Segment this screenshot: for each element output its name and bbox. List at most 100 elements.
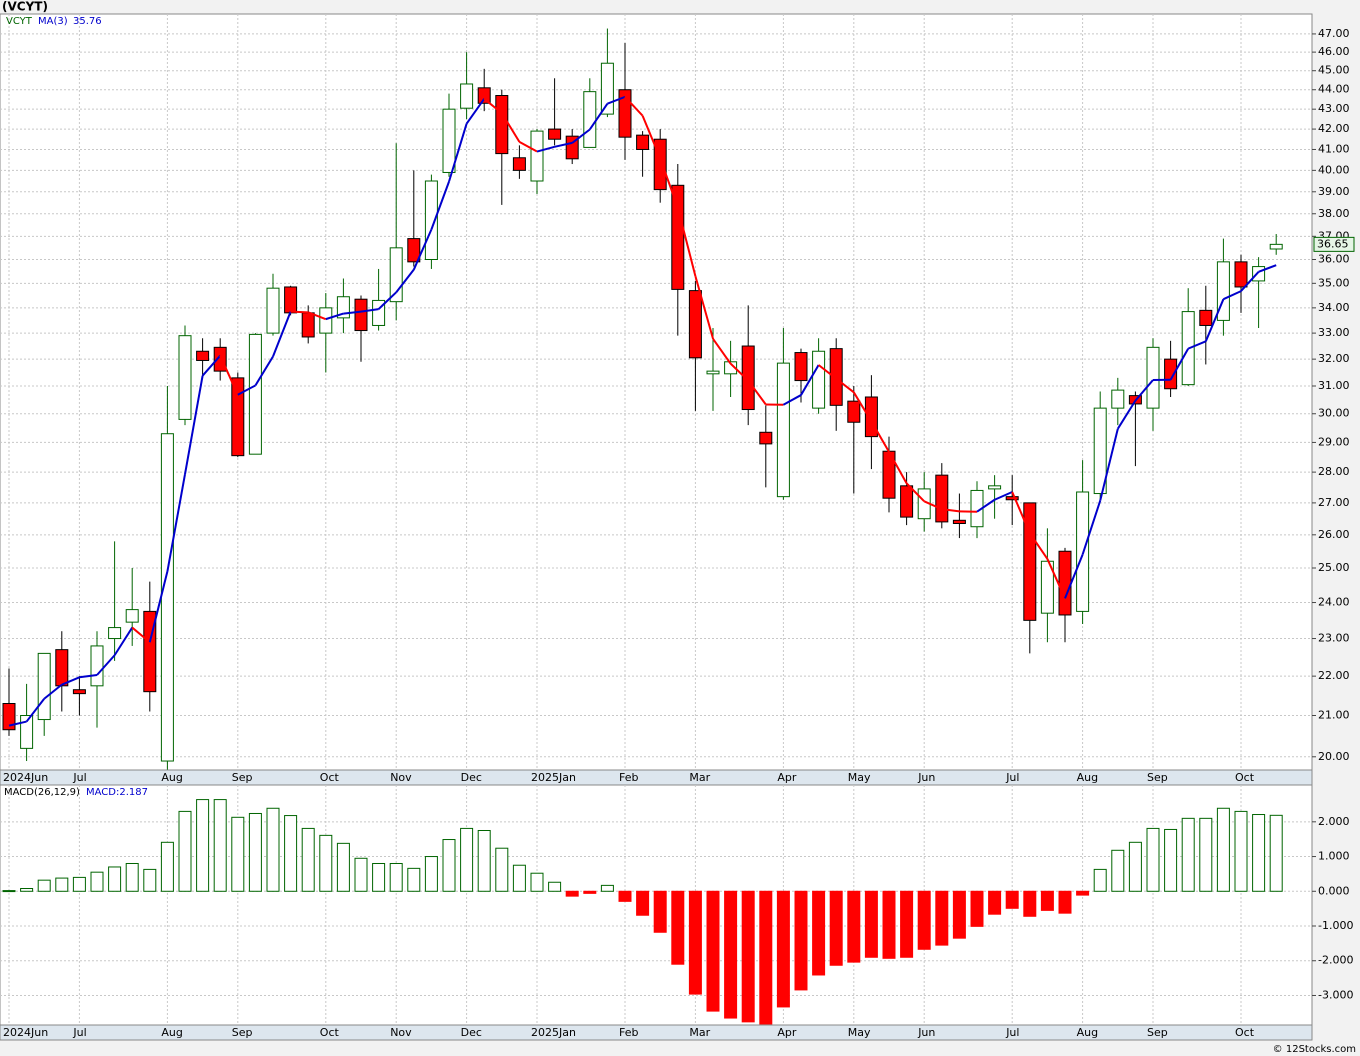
candle-body: [1058, 550, 1072, 616]
x-tick-label: Dec: [461, 1026, 482, 1039]
x-tick-label: May: [848, 771, 871, 784]
x-tick-label: Apr: [777, 771, 797, 784]
ma-segment: [412, 229, 433, 271]
ma-segment: [1222, 290, 1242, 301]
macd-bar: [917, 890, 931, 950]
candle-body: [319, 307, 333, 334]
y-tick-label: -2.000: [1318, 954, 1353, 967]
y-tick-label: 38.00: [1318, 207, 1350, 220]
y-tick-label: 33.00: [1318, 326, 1350, 339]
candle-body: [108, 627, 122, 640]
ma-segment: [976, 498, 996, 513]
candle-body: [706, 370, 720, 375]
x-tick-label: Jul: [72, 1026, 86, 1039]
y-tick-label: 29.00: [1318, 435, 1350, 448]
y-tick-label: 1.000: [1318, 850, 1350, 863]
y-tick-label: -3.000: [1318, 988, 1353, 1001]
y-tick-label: 34.00: [1318, 301, 1350, 314]
ma-segment: [923, 500, 943, 511]
ma-segment: [307, 311, 327, 321]
ma-segment: [1064, 554, 1084, 599]
ma-segment: [430, 181, 450, 230]
x-tick-label: Sep: [1147, 1026, 1168, 1039]
y-tick-label: 20.00: [1318, 750, 1350, 763]
macd-bar: [1199, 817, 1213, 892]
grid-layer: [0, 14, 1316, 1025]
ma-segment: [870, 420, 890, 453]
ma-segment: [607, 95, 626, 105]
footer: © 12Stocks.com: [1273, 1044, 1356, 1055]
y-tick-label: 35.00: [1318, 276, 1350, 289]
macd-bar: [301, 827, 315, 892]
candle-body: [125, 609, 139, 623]
macd-x-axis-strip: [0, 1024, 1313, 1041]
ma-segment: [729, 362, 749, 382]
candle-body: [935, 474, 949, 523]
x-tick-label: 2025Jan: [531, 1026, 576, 1039]
x-tick-label: Jul: [1005, 1026, 1019, 1039]
ma-segment: [483, 98, 503, 114]
ma-segment: [325, 312, 344, 321]
macd-bar: [442, 839, 456, 892]
candle-body: [248, 333, 262, 455]
ma-segment: [571, 128, 591, 144]
ma-segment: [817, 364, 837, 380]
ma-segment: [43, 683, 63, 700]
macd-bar: [372, 862, 386, 892]
ma-segment: [219, 355, 239, 396]
macd-bar: [284, 815, 298, 892]
ma-segment: [554, 141, 573, 148]
candle-body: [583, 91, 597, 148]
candle-body: [231, 377, 245, 457]
candle-body: [460, 83, 474, 109]
ma-segment: [1099, 428, 1119, 501]
ma-segment: [8, 720, 27, 727]
macd-bar: [1181, 817, 1195, 892]
candle-body: [776, 362, 790, 498]
ma-segment: [747, 379, 767, 406]
ma-segment: [184, 375, 204, 475]
macd-bar: [178, 810, 192, 892]
candle-body: [1093, 407, 1107, 495]
y-tick-label: 23.00: [1318, 632, 1350, 645]
macd-bar: [952, 890, 966, 939]
macd-bar: [1076, 890, 1090, 896]
candle-body: [636, 134, 650, 150]
candle-body: [72, 689, 86, 695]
macd-bar: [407, 867, 421, 892]
ma-segment: [1081, 500, 1102, 555]
candle-body: [442, 108, 456, 173]
macd-bar: [90, 871, 104, 892]
y-tick-label: 30.00: [1318, 407, 1350, 420]
macd-bar: [460, 827, 474, 892]
x-tick-label: Sep: [232, 1026, 253, 1039]
macd-bar: [72, 876, 86, 892]
macd-bar: [636, 890, 650, 916]
macd-bar: [55, 877, 69, 892]
candle-body: [829, 348, 843, 406]
ma-segment: [237, 384, 256, 396]
y-tick-label: 28.00: [1318, 465, 1350, 478]
x-tick-label: Jul: [1005, 771, 1019, 784]
y-tick-label: 24.00: [1318, 596, 1350, 609]
y-tick-label: 32.00: [1318, 352, 1350, 365]
ma-segment: [1240, 271, 1260, 292]
macd-bar: [1216, 807, 1230, 892]
y-tick-label: -1.000: [1318, 919, 1353, 932]
macd-bar: [1005, 890, 1019, 909]
macd-bar: [389, 862, 403, 892]
y-tick-label: 2.000: [1318, 815, 1350, 828]
candle-body: [548, 128, 562, 140]
x-tick-label: Aug: [161, 1026, 182, 1039]
macd-bar: [618, 890, 632, 902]
y-tick-label: 41.00: [1318, 142, 1350, 155]
macd-bar: [319, 834, 333, 892]
y-tick-label: 21.00: [1318, 709, 1350, 722]
ma-segment: [800, 364, 820, 396]
ma-segment: [272, 311, 292, 357]
y-tick-label: 22.00: [1318, 669, 1350, 682]
ma-segment: [1116, 400, 1137, 430]
macd-bar: [1269, 814, 1283, 892]
candle-body: [284, 286, 298, 314]
